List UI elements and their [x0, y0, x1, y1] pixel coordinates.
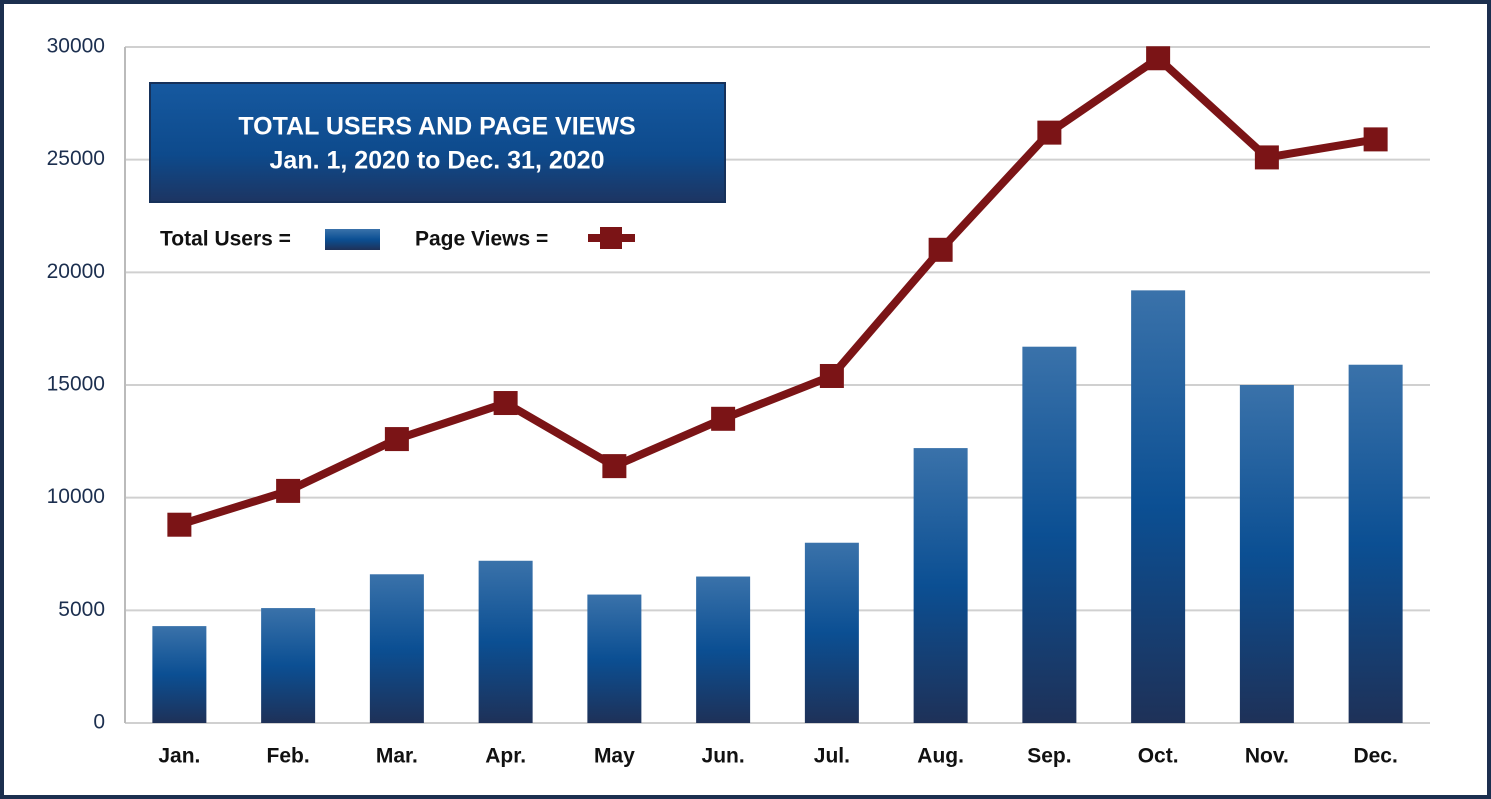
- marker: [167, 512, 192, 537]
- bar: [804, 542, 859, 723]
- y-tick-label: 25000: [47, 147, 105, 170]
- chart-subtitle: Jan. 1, 2020 to Dec. 31, 2020: [270, 147, 605, 175]
- title-box: [149, 82, 726, 203]
- x-tick-label: Apr.: [485, 745, 526, 768]
- marker: [493, 391, 518, 416]
- marker: [1254, 145, 1279, 170]
- marker: [1363, 127, 1388, 152]
- bar: [478, 560, 533, 723]
- bar: [696, 576, 751, 723]
- marker: [384, 427, 409, 452]
- y-tick-label: 30000: [47, 35, 105, 58]
- x-tick-label: Jul.: [814, 745, 850, 768]
- x-tick-label: Oct.: [1138, 745, 1179, 768]
- bar: [913, 448, 968, 723]
- bar: [152, 626, 207, 723]
- x-tick-label: Feb.: [267, 745, 310, 768]
- marker: [711, 406, 736, 431]
- x-tick-label: Aug.: [917, 745, 964, 768]
- bar: [1348, 364, 1403, 723]
- x-tick-label: Nov.: [1245, 745, 1289, 768]
- marker: [602, 454, 627, 479]
- legend-label: Total Users =: [160, 228, 291, 251]
- marker: [1146, 46, 1171, 71]
- legend-marker: [600, 227, 622, 249]
- marker: [819, 363, 844, 388]
- y-tick-label: 15000: [47, 373, 105, 396]
- x-tick-label: Jan.: [158, 745, 200, 768]
- y-tick-label: 20000: [47, 260, 105, 283]
- x-tick-label: Dec.: [1353, 745, 1397, 768]
- marker: [928, 237, 953, 262]
- chart-title: TOTAL USERS AND PAGE VIEWS: [238, 113, 635, 141]
- x-tick-label: Jun.: [702, 745, 745, 768]
- x-tick-label: Sep.: [1027, 745, 1071, 768]
- bar: [261, 608, 316, 723]
- bar: [587, 594, 642, 723]
- y-tick-label: 10000: [47, 485, 105, 508]
- x-tick-label: May: [594, 745, 635, 768]
- marker: [1037, 120, 1062, 145]
- line: [178, 54, 1377, 529]
- legend-swatch: [325, 229, 380, 250]
- marker: [276, 478, 301, 503]
- y-tick-label: 5000: [58, 598, 105, 621]
- legend-label: Page Views =: [415, 228, 548, 251]
- y-tick-label: 0: [93, 711, 105, 734]
- bar: [1239, 385, 1294, 723]
- bar: [369, 574, 424, 723]
- bar: [1022, 346, 1077, 723]
- x-tick-label: Mar.: [376, 745, 418, 768]
- bar: [1131, 290, 1186, 723]
